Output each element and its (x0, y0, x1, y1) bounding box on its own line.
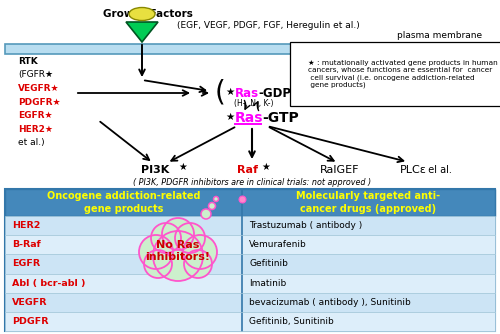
Circle shape (175, 223, 205, 253)
Circle shape (162, 218, 194, 250)
Text: ( PI3K, PDGFR inhibitors are in clinical trials: not approved ): ( PI3K, PDGFR inhibitors are in clinical… (133, 178, 371, 187)
Circle shape (208, 202, 216, 209)
Text: -GTP: -GTP (262, 111, 299, 125)
Text: EGFR: EGFR (12, 260, 40, 269)
Text: ★: ★ (225, 112, 234, 122)
Text: Gefitinib, Sunitinib: Gefitinib, Sunitinib (249, 317, 334, 326)
Circle shape (214, 196, 218, 201)
Text: Vemurafenib: Vemurafenib (249, 240, 307, 249)
Text: PLCε: PLCε (400, 165, 427, 175)
Bar (5, 254, 495, 274)
Text: Oncogene addiction-related
gene products: Oncogene addiction-related gene products (47, 191, 200, 214)
Text: plasma membrane: plasma membrane (398, 31, 482, 40)
Text: HER2★: HER2★ (18, 125, 53, 134)
Bar (5, 44, 495, 54)
Bar (5, 189, 495, 216)
Circle shape (184, 250, 212, 278)
Text: PDGFR★: PDGFR★ (18, 98, 60, 107)
Text: B-Raf: B-Raf (12, 240, 41, 249)
Text: Raf: Raf (238, 165, 258, 175)
Bar (5, 274, 495, 293)
Text: (EGF, VEGF, PDGF, FGF, Heregulin et al.): (EGF, VEGF, PDGF, FGF, Heregulin et al.) (176, 21, 360, 30)
Text: el al.: el al. (422, 165, 452, 175)
Text: ★: ★ (178, 162, 187, 172)
Text: Imatinib: Imatinib (249, 279, 286, 288)
Text: PI3K: PI3K (141, 165, 169, 175)
Circle shape (144, 250, 172, 278)
Text: ★: ★ (261, 162, 270, 172)
Text: Ras: Ras (235, 111, 264, 125)
Circle shape (183, 235, 217, 269)
Text: PDGFR: PDGFR (12, 317, 49, 326)
Text: ★ : mutationally activated gene products in human
cancers, whose functions are e: ★ : mutationally activated gene products… (308, 60, 498, 88)
Bar (5, 235, 495, 254)
Text: No Ras
inhibitors!: No Ras inhibitors! (146, 240, 210, 262)
Text: Trastuzumab ( antibody ): Trastuzumab ( antibody ) (249, 221, 362, 230)
Bar (5, 312, 495, 331)
Text: ★: ★ (225, 87, 234, 97)
Text: Molecularly targeted anti-
cancer drugs (approved): Molecularly targeted anti- cancer drugs … (296, 191, 440, 214)
Ellipse shape (129, 7, 155, 20)
Text: Abl ( bcr-abl ): Abl ( bcr-abl ) (12, 279, 86, 288)
Circle shape (201, 209, 211, 219)
Circle shape (151, 223, 181, 253)
Text: Growth Factors: Growth Factors (103, 9, 193, 19)
Text: bevacizumab ( antibody ), Sunitinib: bevacizumab ( antibody ), Sunitinib (249, 298, 411, 307)
Text: VEGFR: VEGFR (12, 298, 48, 307)
Bar (5, 189, 495, 331)
Bar (5, 216, 495, 235)
Text: (FGFR★: (FGFR★ (18, 70, 53, 79)
Text: (H-, N-, K-): (H-, N-, K-) (234, 99, 274, 108)
Text: Ras: Ras (235, 87, 259, 100)
Text: Gefitinib: Gefitinib (249, 260, 288, 269)
Text: RTK: RTK (18, 57, 38, 66)
Bar (5, 293, 495, 312)
Text: (: ( (214, 79, 226, 107)
Text: et al.): et al.) (18, 138, 44, 147)
Text: -GDP: -GDP (258, 87, 291, 100)
Text: VEGFR★: VEGFR★ (18, 84, 59, 93)
Text: EGFR★: EGFR★ (18, 111, 52, 120)
Text: HER2: HER2 (12, 221, 40, 230)
Circle shape (153, 231, 203, 281)
Text: RalGEF: RalGEF (320, 165, 360, 175)
Polygon shape (126, 22, 158, 42)
Circle shape (139, 235, 173, 269)
